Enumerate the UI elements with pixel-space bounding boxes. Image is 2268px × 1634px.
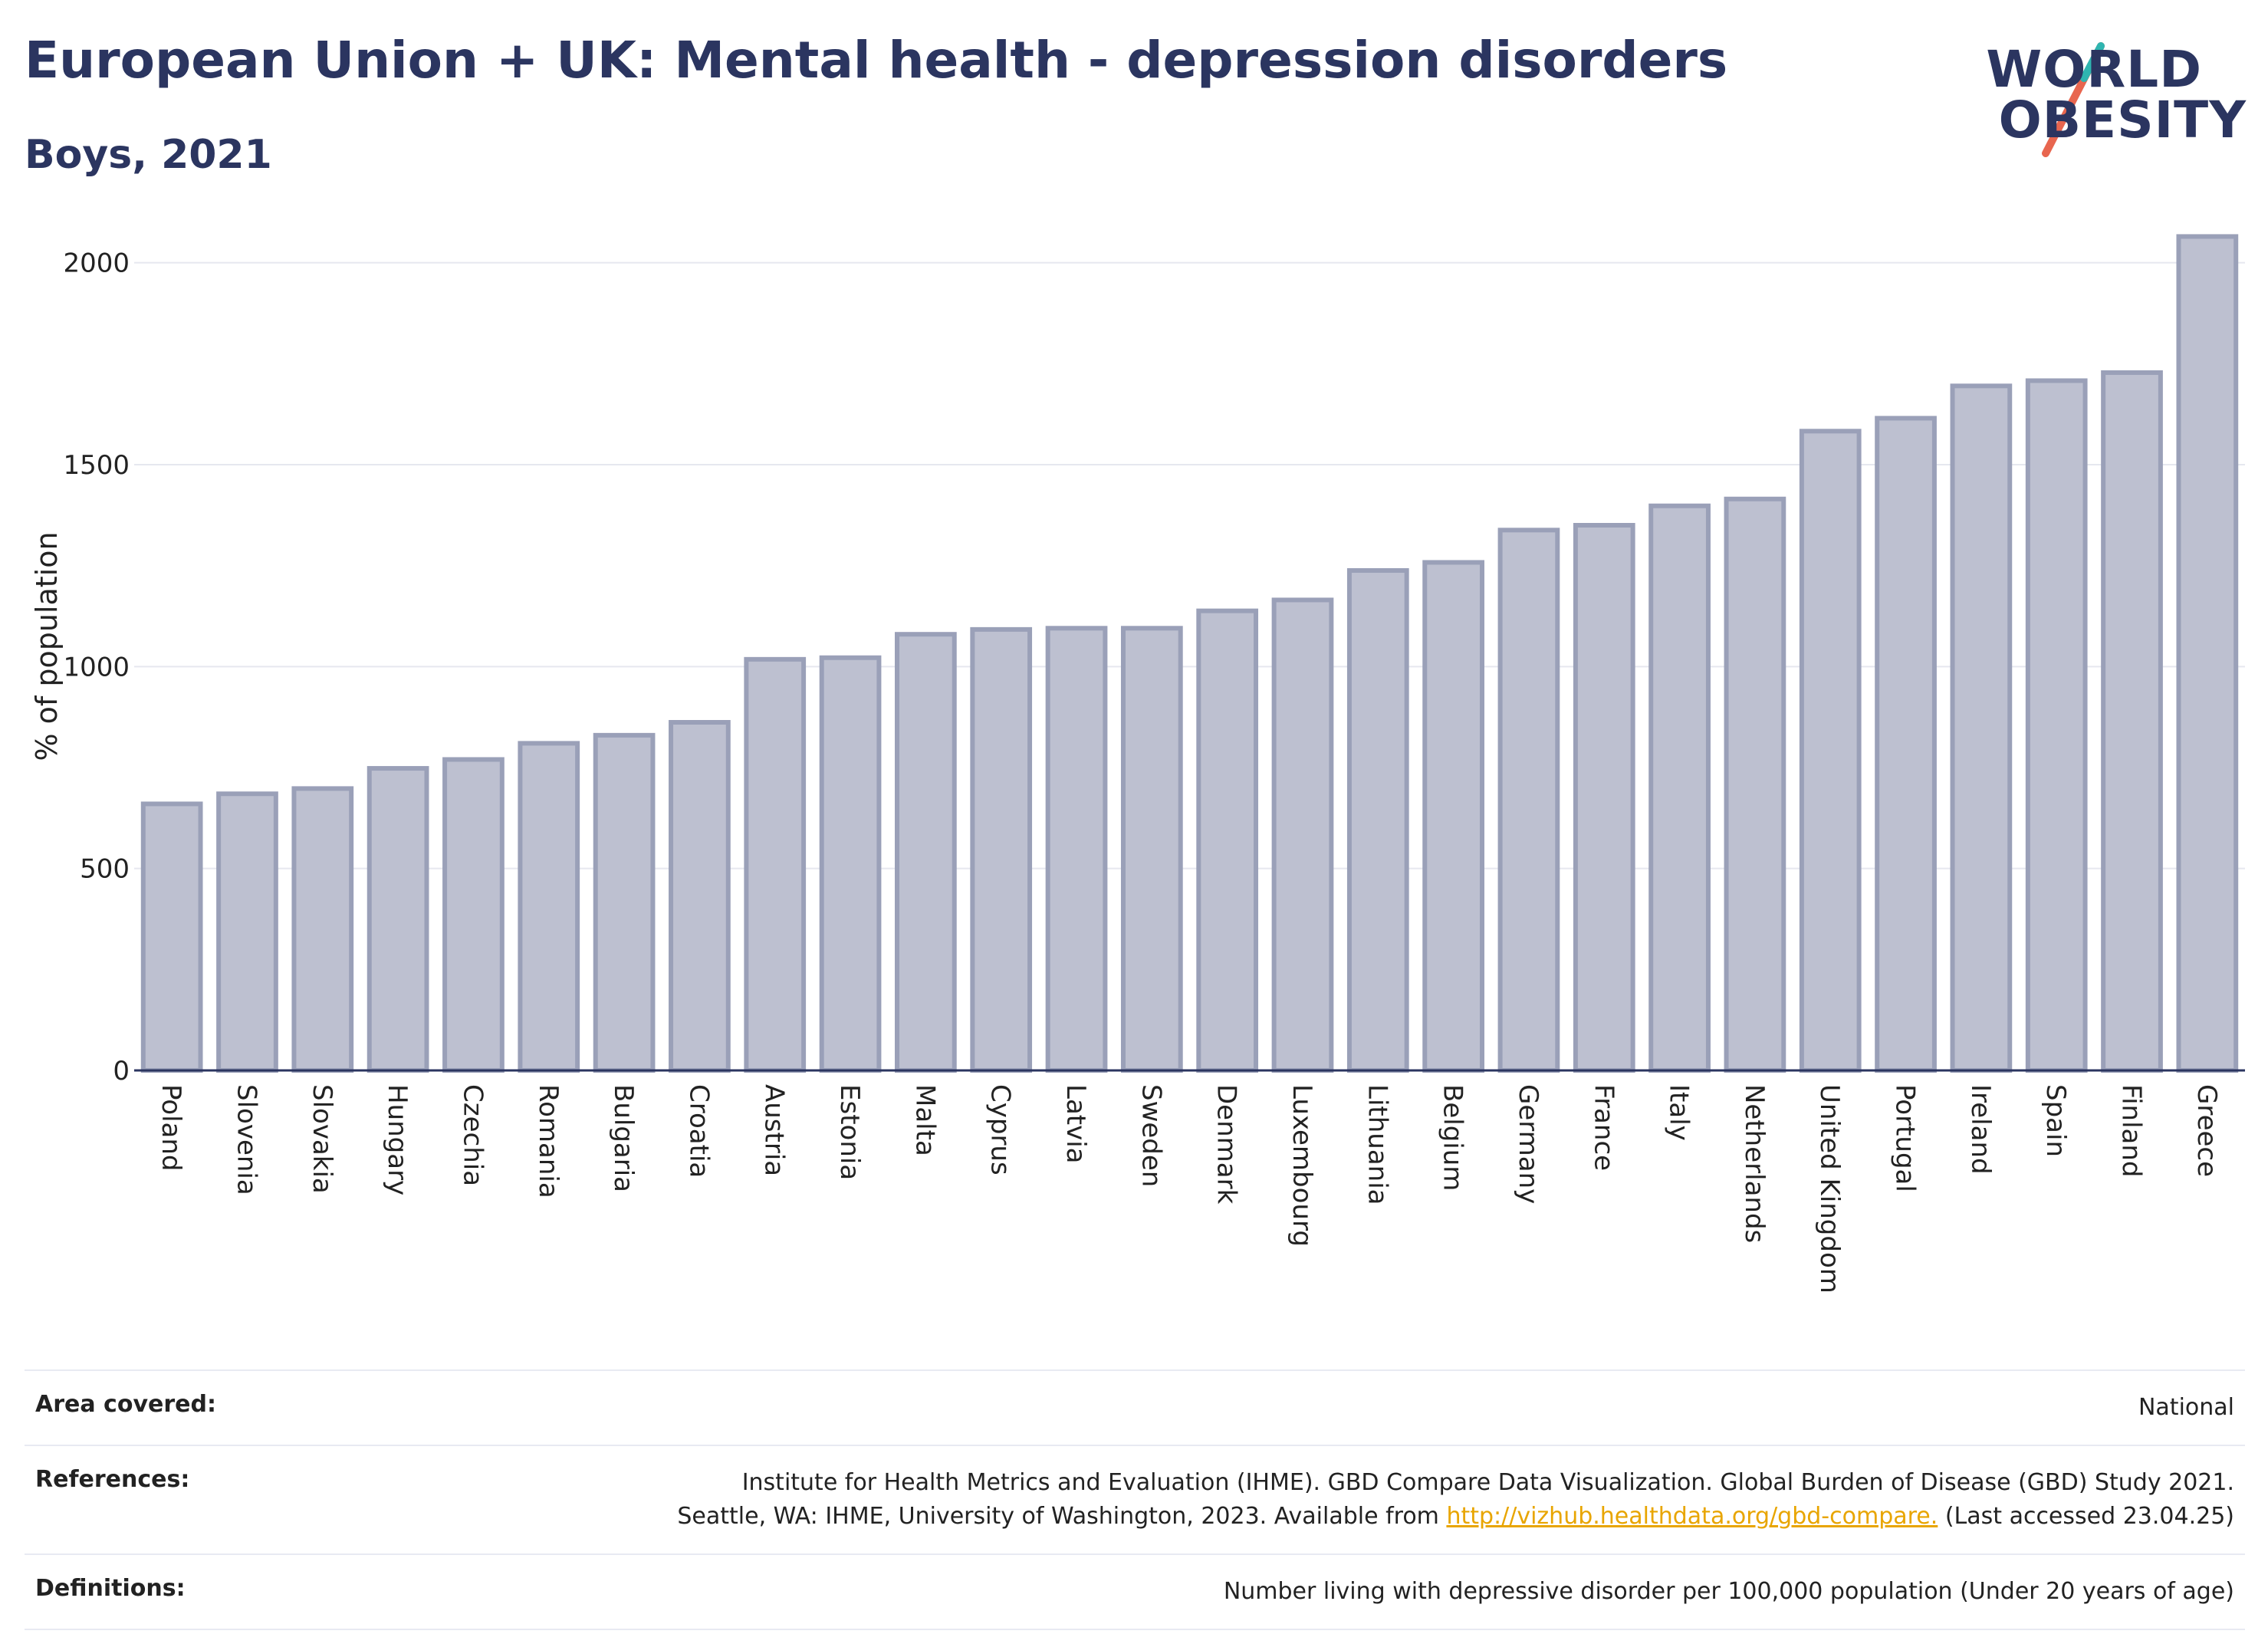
- y-tick-label: 0: [113, 1056, 130, 1087]
- bar-denmark[interactable]: [1196, 608, 1259, 1073]
- x-tick-label: Poland: [156, 1084, 186, 1172]
- x-tick-label: Latvia: [1060, 1084, 1091, 1164]
- references-line2-post: (Last accessed 23.04.25): [1938, 1503, 2234, 1530]
- bar-france[interactable]: [1573, 523, 1635, 1073]
- x-tick-label: Belgium: [1438, 1084, 1468, 1191]
- bar-netherlands[interactable]: [1724, 496, 1786, 1073]
- bar-romania[interactable]: [518, 741, 580, 1073]
- x-tick-label: Lithuania: [1362, 1084, 1392, 1205]
- references-line2-pre: Seattle, WA: IHME, University of Washing…: [677, 1503, 1447, 1530]
- x-tick-label: Czechia: [457, 1084, 488, 1186]
- x-tick-label: Hungary: [382, 1084, 413, 1195]
- bar-latvia[interactable]: [1045, 626, 1108, 1073]
- logo-line2: OBESITY: [1998, 90, 2247, 150]
- x-tick-label: Spain: [2040, 1084, 2071, 1157]
- references-line1: Institute for Health Metrics and Evaluat…: [741, 1469, 2234, 1496]
- bar-germany[interactable]: [1497, 528, 1560, 1073]
- bar-croatia[interactable]: [669, 720, 731, 1073]
- bar-ireland[interactable]: [1950, 383, 2013, 1073]
- bar-lithuania[interactable]: [1346, 567, 1409, 1073]
- x-tick-label: Estonia: [834, 1084, 865, 1180]
- x-tick-label: Cyprus: [985, 1084, 1016, 1175]
- x-tick-label: Portugal: [1890, 1084, 1921, 1192]
- y-axis-label: % of population: [30, 531, 64, 761]
- x-tick-label: Sweden: [1136, 1084, 1166, 1187]
- bar-greece[interactable]: [2176, 234, 2239, 1073]
- x-tick-label: Greece: [2191, 1084, 2222, 1177]
- x-tick-label: Germany: [1513, 1084, 1543, 1204]
- bars: [140, 234, 2239, 1073]
- x-tick-labels: Poland Slovenia Slovakia Hungary Czechia Roma…: [156, 1084, 2222, 1294]
- area-value: National: [2138, 1394, 2234, 1421]
- bar-italy[interactable]: [1648, 503, 1711, 1073]
- x-tick-label: Malta: [909, 1084, 940, 1156]
- bar-slovakia[interactable]: [291, 786, 354, 1073]
- bar-finland[interactable]: [2101, 370, 2163, 1073]
- bar-united-kingdom[interactable]: [1799, 429, 1862, 1073]
- bar-hungary[interactable]: [366, 766, 429, 1073]
- area-label: Area covered:: [35, 1391, 216, 1418]
- references-link[interactable]: http://vizhub.healthdata.org/gbd-compare…: [1446, 1503, 1938, 1530]
- x-tick-label: Denmark: [1211, 1084, 1242, 1205]
- x-tick-label: Ireland: [1965, 1084, 1996, 1175]
- x-tick-label: Slovenia: [231, 1084, 261, 1195]
- logo-slash-icon: [2042, 42, 2105, 157]
- bar-sweden[interactable]: [1120, 626, 1183, 1073]
- definitions-label: Definitions:: [35, 1575, 186, 1602]
- x-tick-label: Luxembourg: [1287, 1084, 1317, 1247]
- footer-row-definitions: Definitions: Number living with depressi…: [25, 1553, 2245, 1630]
- chart-subtitle: Boys, 2021: [25, 132, 272, 178]
- bar-portugal[interactable]: [1875, 416, 1937, 1073]
- bar-bulgaria[interactable]: [593, 732, 656, 1073]
- chart-title: European Union + UK: Mental health - dep…: [25, 31, 1728, 90]
- bar-slovenia[interactable]: [216, 791, 278, 1073]
- x-tick-label: Austria: [759, 1084, 790, 1176]
- bar-luxembourg[interactable]: [1271, 597, 1334, 1073]
- bar-cyprus[interactable]: [970, 626, 1033, 1073]
- x-tick-label: Bulgaria: [608, 1084, 639, 1192]
- x-tick-label: France: [1588, 1084, 1619, 1171]
- bar-estonia[interactable]: [819, 655, 882, 1073]
- logo-line1: WORLD: [1986, 40, 2202, 99]
- x-tick-label: United Kingdom: [1814, 1084, 1845, 1294]
- footer-row-references: References: Institute for Health Metrics…: [25, 1445, 2245, 1553]
- y-tick-label: 2000: [63, 248, 130, 279]
- bar-belgium[interactable]: [1422, 560, 1484, 1073]
- x-tick-label: Romania: [533, 1084, 564, 1198]
- definitions-value: Number living with depressive disorder p…: [1223, 1578, 2234, 1605]
- x-tick-label: Slovakia: [307, 1084, 337, 1194]
- x-tick-label: Croatia: [683, 1084, 714, 1178]
- references-label: References:: [35, 1466, 190, 1493]
- bar-malta[interactable]: [895, 632, 957, 1073]
- x-tick-label: Italy: [1664, 1084, 1694, 1141]
- bar-chart: 0 500 1000 1500 2000 Poland Slovenia Slovakia H…: [30, 234, 2245, 1294]
- y-tick-label: 1500: [63, 450, 130, 481]
- bar-austria[interactable]: [744, 656, 807, 1073]
- bar-poland[interactable]: [140, 801, 203, 1073]
- y-tick-labels: 0 500 1000 1500 2000: [63, 248, 130, 1087]
- y-tick-label: 1000: [63, 652, 130, 682]
- bar-czechia[interactable]: [442, 757, 505, 1073]
- x-tick-label: Finland: [2116, 1084, 2147, 1178]
- world-obesity-logo: WORLD OBESITY: [1986, 38, 2247, 161]
- x-tick-label: Netherlands: [1739, 1084, 1770, 1243]
- footer-row-area: Area covered: National: [25, 1369, 2245, 1445]
- info-footer: Area covered: National References: Insti…: [25, 1369, 2245, 1630]
- references-value: Institute for Health Metrics and Evaluat…: [677, 1466, 2234, 1534]
- bar-spain[interactable]: [2025, 378, 2088, 1073]
- y-tick-label: 500: [80, 854, 130, 885]
